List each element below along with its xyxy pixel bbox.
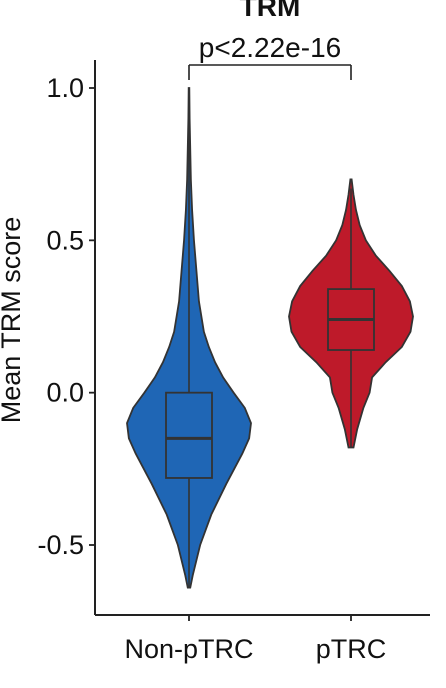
y-tick-label: 0.5 (46, 225, 84, 255)
x-tick-label: Non-pTRC (124, 634, 253, 664)
significance-label: p<2.22e-16 (199, 32, 341, 63)
box-iqr (165, 391, 213, 479)
x-tick-label: pTRC (316, 634, 387, 664)
y-tick-label: 0.0 (46, 378, 84, 408)
significance-bracket (188, 64, 352, 80)
chart-title: TRM (240, 0, 301, 22)
y-tick-label: -0.5 (37, 530, 84, 560)
y-ticks: -0.5 0.0 0.5 1.0 (37, 73, 95, 560)
violins (126, 87, 414, 589)
x-ticks: Non-pTRC pTRC (124, 615, 386, 664)
y-tick-label: 1.0 (46, 73, 84, 103)
y-axis-label: Mean TRM score (0, 217, 26, 424)
violin-shape (288, 178, 414, 449)
